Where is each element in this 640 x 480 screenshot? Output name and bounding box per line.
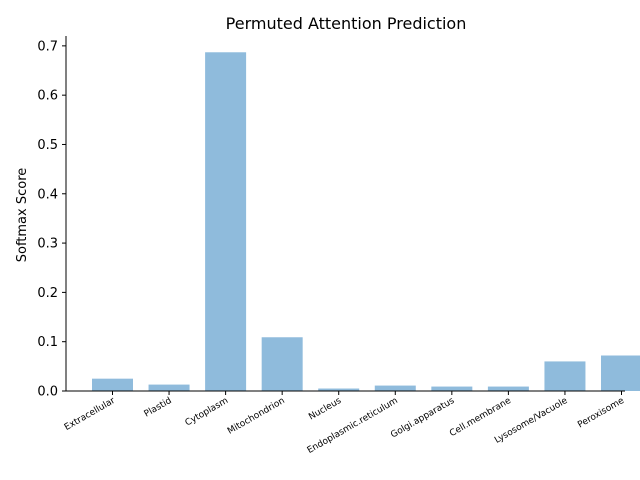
x-tick-label: Extracellular — [63, 396, 117, 433]
bar-extracellular — [92, 378, 133, 391]
y-axis-label: Softmax Score — [15, 168, 30, 263]
bar-plastid — [148, 384, 190, 391]
bar-peroxisome — [601, 355, 640, 391]
bar-nucleus — [318, 388, 360, 391]
y-tick-label: 0.5 — [37, 138, 58, 153]
bar-cell-membrane — [487, 386, 529, 391]
x-tick-label: Endoplasmic.reticulum — [306, 396, 400, 456]
x-tick-label: Nucleus — [307, 396, 343, 423]
y-tick-label: 0.3 — [37, 237, 58, 252]
y-tick-label: 0.6 — [37, 89, 58, 104]
x-tick-label: Peroxisome — [576, 396, 626, 431]
chart-title: Permuted Attention Prediction — [226, 14, 467, 33]
bar-cytoplasm — [205, 52, 247, 391]
x-ticks-group: Extracellular Plastid CytoplasmMitochondri… — [63, 391, 626, 456]
bar-mitochondrion — [261, 337, 303, 391]
y-tick-label: 0.7 — [37, 39, 58, 54]
y-tick-label: 0.4 — [37, 187, 58, 202]
bar-golgi-apparatus — [431, 386, 473, 391]
x-tick-label: Mitochondrion — [226, 396, 287, 437]
y-tick-label: 0.1 — [37, 335, 58, 350]
x-tick-label: Golgi.apparatus — [389, 396, 456, 441]
y-tick-label: 0.0 — [37, 385, 58, 400]
bar-lysosome-vacuole — [544, 361, 586, 391]
bars-group — [92, 52, 640, 391]
x-tick-label: Plastid — [143, 396, 174, 420]
x-tick-label: Cytoplasm — [184, 396, 230, 429]
y-ticks-group: 0.0 0.1 0.2 0.3 0.4 0.5 0.6 0.7 — [37, 39, 66, 400]
y-tick-label: 0.2 — [37, 286, 58, 301]
bar-endoplasmic-reticulum — [374, 385, 416, 391]
